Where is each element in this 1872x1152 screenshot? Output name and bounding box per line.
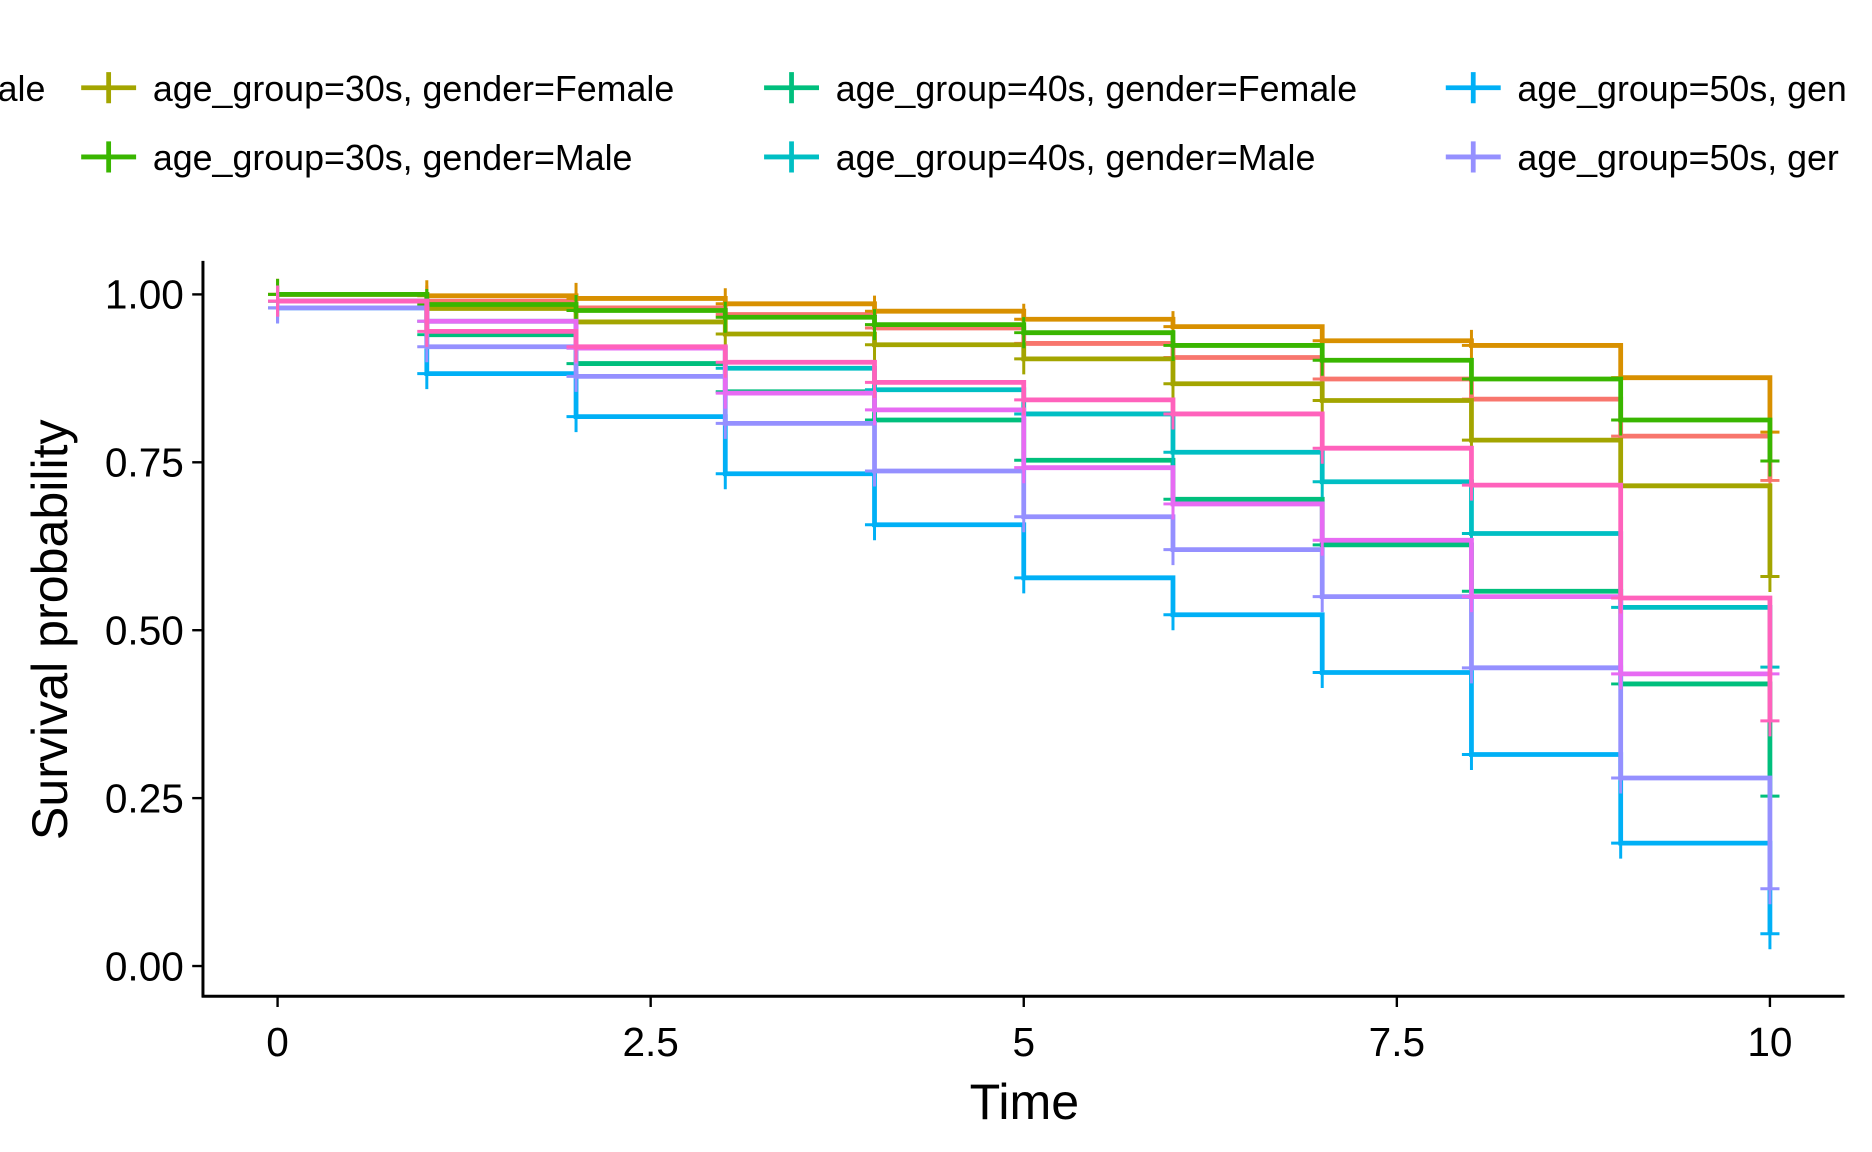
censor-mark xyxy=(1461,363,1482,395)
censor-mark xyxy=(715,458,735,490)
censor-mark xyxy=(566,331,586,363)
x-tick-label: 7.5 xyxy=(1369,1019,1425,1065)
y-tick-label: 0.00 xyxy=(105,943,184,989)
legend-label: age_group=50s, gen xyxy=(1517,69,1846,109)
censor-mark xyxy=(1312,657,1332,689)
censor-mark xyxy=(1461,652,1482,684)
censor-mark xyxy=(1461,469,1482,501)
censor-mark xyxy=(1014,452,1034,484)
y-axis-title: Survival probability xyxy=(22,419,78,840)
legend-label: age_group=30s, gender=Male xyxy=(153,138,633,178)
legend-key xyxy=(81,141,137,173)
legend-label: age_group=50s, ger xyxy=(1517,138,1839,178)
censor-mark xyxy=(1611,762,1631,794)
censor-mark xyxy=(1760,705,1780,737)
censor-mark xyxy=(417,358,437,390)
censor-mark xyxy=(1461,738,1482,770)
censor-mark xyxy=(1461,329,1482,361)
legend-label: age_group=40s, gender=Male xyxy=(836,138,1316,178)
y-tick-label: 1.00 xyxy=(105,272,184,318)
censor-mark xyxy=(1014,384,1034,416)
censor-mark xyxy=(1014,317,1034,349)
legend-key xyxy=(1445,72,1501,104)
y-tick-label: 0.25 xyxy=(105,775,184,821)
censor-mark xyxy=(864,309,885,341)
censor-mark xyxy=(1760,560,1780,593)
censor-mark xyxy=(1163,368,1183,400)
censor-mark xyxy=(1163,329,1183,361)
censor-mark xyxy=(715,346,735,378)
censor-mark xyxy=(1312,524,1332,556)
censor-mark xyxy=(1312,432,1332,464)
legend-key xyxy=(1445,141,1501,173)
censor-mark xyxy=(1163,398,1183,430)
censor-mark xyxy=(864,455,885,487)
censor-mark xyxy=(1611,404,1631,436)
censor-mark xyxy=(1461,581,1482,613)
censor-mark xyxy=(715,301,735,333)
censor-mark xyxy=(1163,436,1183,468)
censor-mark xyxy=(1312,384,1332,417)
x-tick-label: 10 xyxy=(1747,1019,1792,1065)
censor-mark xyxy=(1163,534,1183,566)
censor-mark xyxy=(864,366,885,398)
censor-mark xyxy=(864,394,885,426)
censor-mark xyxy=(1760,918,1780,950)
censor-mark xyxy=(1312,344,1332,376)
y-tick-label: 0.75 xyxy=(105,440,184,486)
legend-label: ale xyxy=(0,69,45,109)
censor-mark xyxy=(715,407,735,439)
censor-mark xyxy=(1611,582,1631,614)
legend-label: age_group=40s, gender=Female xyxy=(836,69,1357,109)
censor-mark xyxy=(1611,658,1631,690)
censor-mark xyxy=(417,315,437,347)
censor-mark xyxy=(1014,343,1034,375)
censor-mark xyxy=(1163,488,1183,520)
censor-mark xyxy=(1611,827,1631,859)
legend-label: age_group=30s, gender=Female xyxy=(153,69,674,109)
censor-mark xyxy=(566,401,586,433)
censor-mark xyxy=(1760,873,1780,905)
censor-mark xyxy=(1760,445,1780,477)
y-tick-label: 0.50 xyxy=(105,608,184,654)
censor-mark xyxy=(1014,501,1034,533)
censor-mark xyxy=(566,360,586,392)
x-tick-label: 0 xyxy=(266,1019,289,1065)
censor-mark xyxy=(1312,581,1332,613)
x-tick-label: 5 xyxy=(1012,1019,1035,1065)
x-axis-title: Time xyxy=(970,1074,1080,1130)
censor-mark xyxy=(1163,599,1183,631)
censor-mark xyxy=(715,377,735,409)
legend-key xyxy=(764,72,820,104)
legend-key xyxy=(764,141,820,173)
censor-mark xyxy=(1312,466,1332,498)
legend-key xyxy=(81,72,137,104)
x-tick-label: 2.5 xyxy=(622,1019,678,1065)
censor-mark xyxy=(864,509,885,541)
censor-mark xyxy=(1014,562,1034,594)
censor-mark xyxy=(268,285,288,317)
